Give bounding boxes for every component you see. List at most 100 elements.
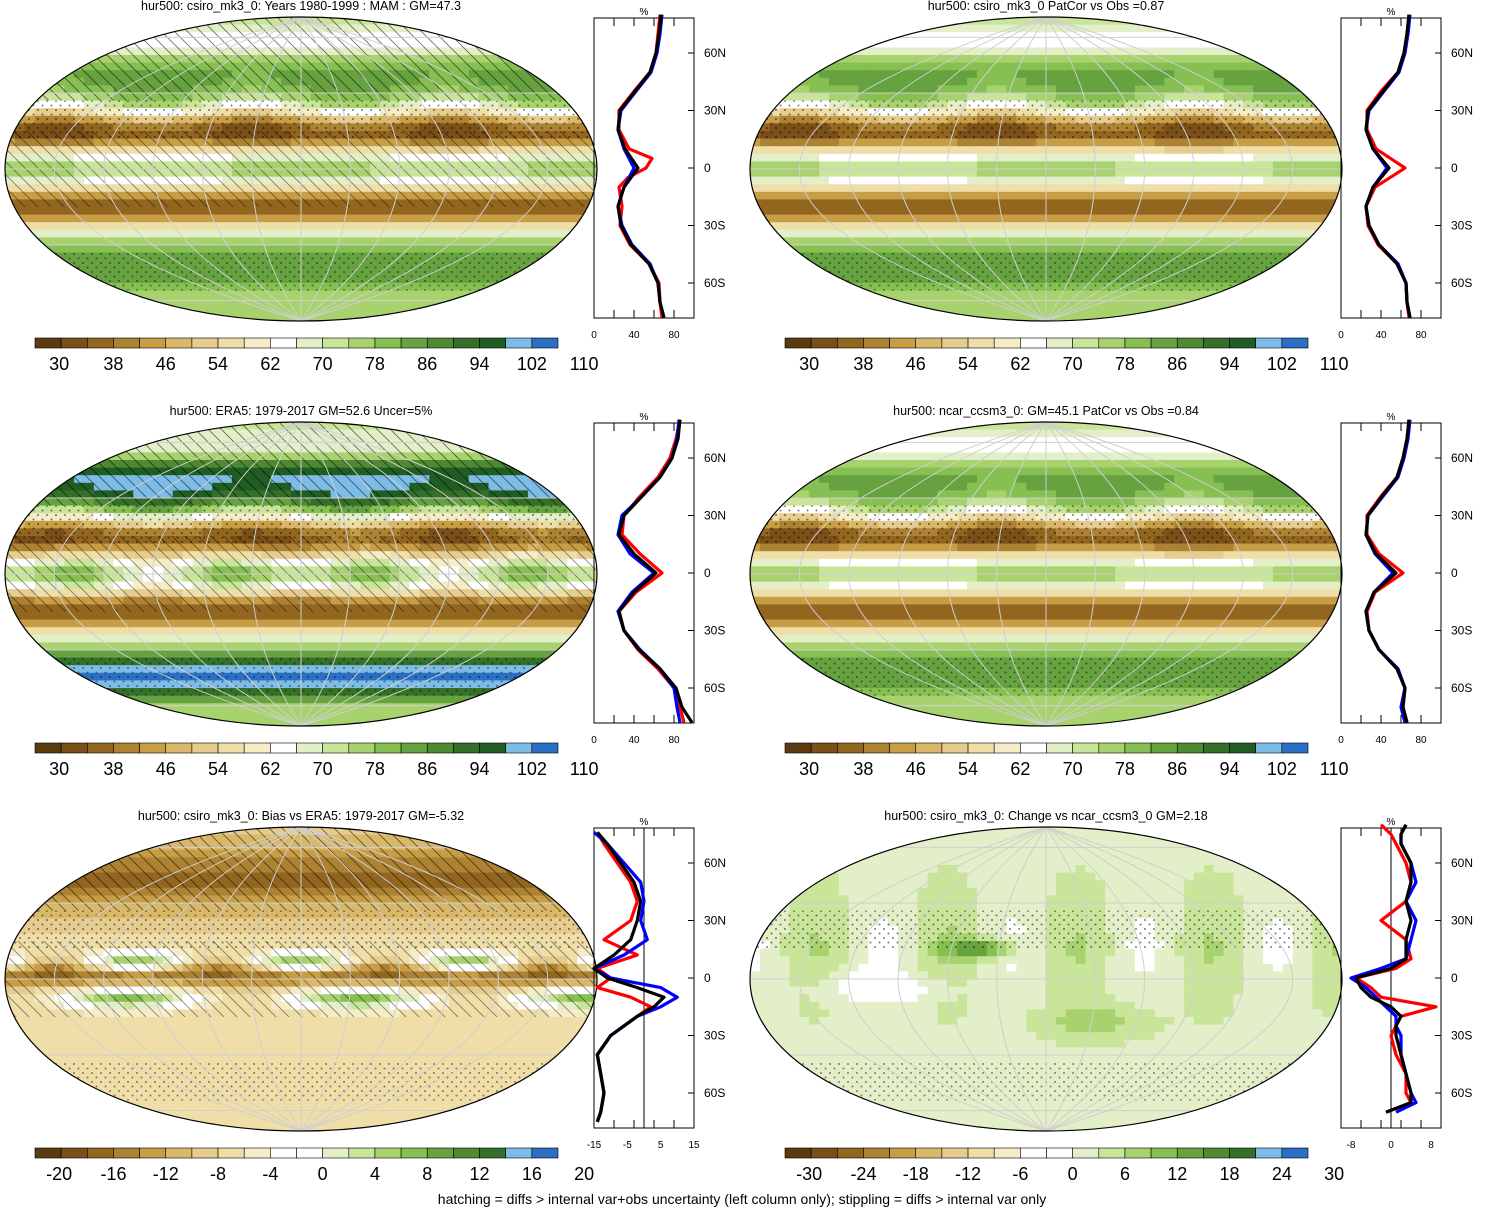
map-field <box>5 17 597 321</box>
colorbar-swatch <box>453 337 480 349</box>
colorbar-swatch <box>34 1147 62 1159</box>
lat-tick-label: 60N <box>1451 46 1473 60</box>
panel-title: hur500: csiro_mk3_0: Years 1980-1999 : M… <box>141 0 461 13</box>
colorbar-swatch <box>1098 337 1126 349</box>
colorbar-swatch <box>784 1147 812 1159</box>
lat-tick-label: 60N <box>1451 451 1473 465</box>
colorbar-swatch <box>941 742 969 754</box>
lat-tick-label: 30N <box>1451 104 1473 118</box>
colorbar-label: 46 <box>906 759 926 779</box>
colorbar-swatch <box>889 337 917 349</box>
colorbar-label: 102 <box>1267 354 1297 374</box>
colorbar-swatch <box>165 742 193 754</box>
colorbar-label: 54 <box>958 759 978 779</box>
panel-5: hur500: csiro_mk3_0: Change vs ncar_ccsm… <box>749 809 1473 1184</box>
colorbar-swatch <box>139 337 167 349</box>
colorbar-swatch <box>479 742 506 754</box>
colorbar-swatch <box>479 1147 506 1159</box>
colorbar-label: 38 <box>103 354 123 374</box>
colorbar-label: 8 <box>422 1164 432 1184</box>
colorbar-label: 12 <box>1167 1164 1187 1184</box>
lat-tick-label: 60S <box>704 276 725 290</box>
colorbar-swatch <box>479 337 506 349</box>
profile-x-tick: 40 <box>628 330 640 341</box>
profile-line <box>1364 419 1411 723</box>
colorbar-swatch <box>60 742 88 754</box>
colorbar-label: 46 <box>906 354 926 374</box>
lat-tick-label: 60N <box>704 451 726 465</box>
colorbar-swatch <box>531 337 559 349</box>
colorbar-swatch <box>426 337 454 349</box>
profile-line <box>1354 823 1413 1114</box>
lat-tick-label: 30N <box>704 509 726 523</box>
colorbar-label: 38 <box>853 354 873 374</box>
colorbar-swatch <box>243 337 271 349</box>
colorbar-label: -16 <box>100 1164 126 1184</box>
colorbar-swatch <box>915 742 943 754</box>
zonal-profile: % 60N 30N 0 30S 60S -15 -5 5 15 <box>587 817 726 1151</box>
colorbar-swatch <box>87 337 114 349</box>
colorbar-label: 86 <box>1167 354 1187 374</box>
map-border <box>4 16 598 322</box>
colorbar-label: 46 <box>156 759 176 779</box>
colorbar-swatch <box>784 742 812 754</box>
panel-title: hur500: ERA5: 1979-2017 GM=52.6 Uncer=5% <box>170 404 433 418</box>
lat-tick-label: 60S <box>1451 276 1472 290</box>
colorbar-swatch <box>967 742 995 754</box>
lat-tick-label: 30S <box>1451 624 1472 638</box>
lat-tick-label: 0 <box>1451 566 1458 580</box>
colorbar-swatch <box>34 337 62 349</box>
profile-line <box>1364 419 1412 723</box>
profile-line <box>1364 14 1412 318</box>
colorbar-swatch <box>915 1147 943 1159</box>
map-field <box>5 422 597 726</box>
footer-note: hatching = diffs > internal var+obs unce… <box>438 1191 1046 1207</box>
profile-line <box>616 419 682 723</box>
colorbar-swatch <box>191 1147 219 1159</box>
colorbar-swatch <box>374 337 402 349</box>
colorbar-swatch <box>322 337 350 349</box>
colorbar-swatch <box>296 742 323 754</box>
colorbar-swatch <box>426 742 454 754</box>
colorbar: 30 38 46 54 62 70 78 86 94 102 110 <box>784 742 1349 779</box>
map-field <box>750 17 1342 321</box>
colorbar-label: 24 <box>1272 1164 1292 1184</box>
colorbar-swatch <box>426 1147 454 1159</box>
profile-x-tick: 40 <box>1375 330 1387 341</box>
colorbar-swatch <box>810 1147 838 1159</box>
colorbar-swatch <box>348 1147 376 1159</box>
profile-x-tick: 80 <box>1415 330 1427 341</box>
colorbar-label: 4 <box>370 1164 380 1184</box>
map-graticule <box>750 17 1342 321</box>
colorbar-label: -8 <box>210 1164 226 1184</box>
profile-x-tick: -5 <box>623 1140 632 1151</box>
profile-line <box>616 14 666 318</box>
panel-4: hur500: csiro_mk3_0: Bias vs ERA5: 1979-… <box>4 809 726 1184</box>
lat-tick-label: 30N <box>1451 509 1473 523</box>
colorbar-swatch <box>60 337 88 349</box>
map-graticule <box>5 17 597 321</box>
colorbar-swatch <box>217 742 245 754</box>
lat-tick-label: 60N <box>704 46 726 60</box>
colorbar-label: 46 <box>156 354 176 374</box>
lat-tick-label: 60S <box>704 681 725 695</box>
colorbar-label: -30 <box>796 1164 822 1184</box>
profile-unit: % <box>1387 7 1396 18</box>
colorbar: -20 -16 -12 -8 -4 0 4 8 12 16 20 <box>34 1147 594 1184</box>
colorbar-swatch <box>374 1147 402 1159</box>
colorbar-swatch <box>1150 337 1178 349</box>
colorbar-swatch <box>1098 1147 1126 1159</box>
profile-x-tick: 80 <box>1415 735 1427 746</box>
colorbar-swatch <box>165 337 193 349</box>
colorbar-swatch <box>889 1147 917 1159</box>
profile-x-tick: -8 <box>1347 1140 1356 1151</box>
colorbar-label: -4 <box>262 1164 278 1184</box>
colorbar-swatch <box>296 337 323 349</box>
colorbar-label: 86 <box>417 354 437 374</box>
colorbar-label: 70 <box>313 354 333 374</box>
colorbar-swatch <box>1229 337 1257 349</box>
lat-tick-label: 60S <box>1451 1086 1472 1100</box>
colorbar-label: 54 <box>208 354 228 374</box>
colorbar-label: 102 <box>1267 759 1297 779</box>
